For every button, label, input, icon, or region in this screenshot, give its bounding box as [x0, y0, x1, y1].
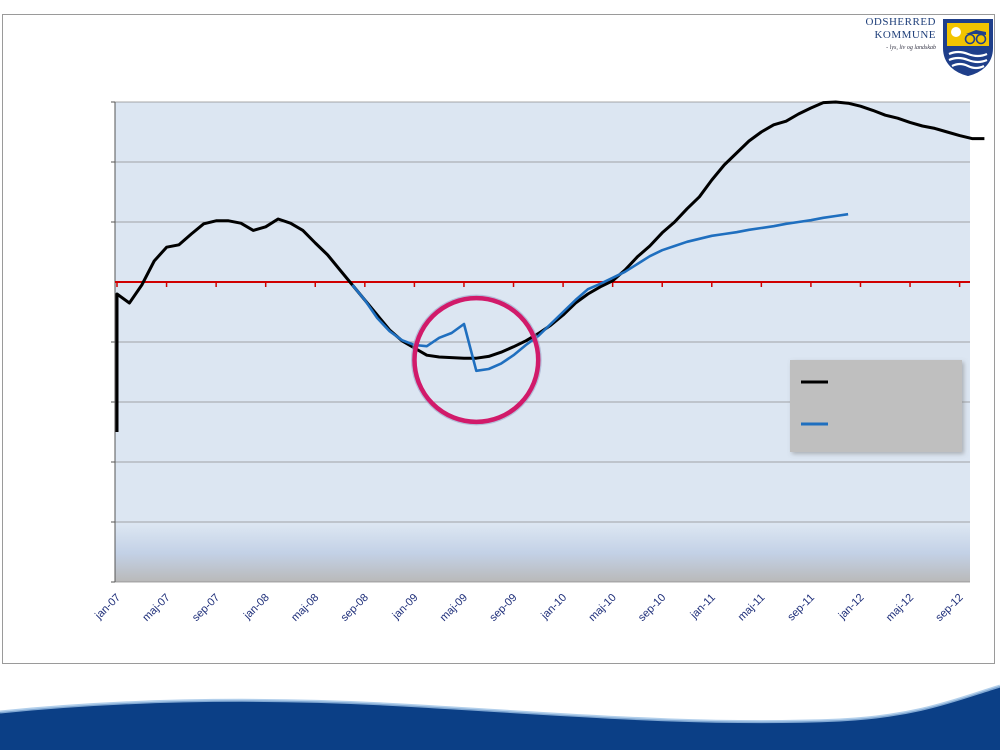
x-tick-label: maj-07 [140, 592, 172, 624]
x-tick-label: maj-12 [884, 592, 916, 624]
legend [790, 360, 962, 452]
x-tick-labels: jan-07 maj-07 sep-07 jan-08 maj-08 sep-08 jan-… [92, 592, 965, 624]
x-tick-label: sep-08 [339, 592, 371, 624]
logo-title-line2: KOMMUNE [874, 29, 936, 41]
x-tick-label: sep-09 [487, 592, 519, 624]
series-line-forecast [351, 212, 849, 373]
odsherred-kommune-logo: ODSHERRED KOMMUNE - lys, liv og landskab [862, 16, 998, 78]
x-tick-label: maj-09 [438, 592, 470, 624]
x-tick-label: sep-11 [785, 592, 817, 624]
annotation-layer [410, 294, 542, 426]
x-tick-label: maj-08 [289, 592, 321, 624]
shield-icon [943, 19, 993, 76]
x-tick-label: jan-11 [688, 592, 718, 622]
highlight-circle [412, 295, 541, 425]
x-tick-label: jan-08 [241, 592, 272, 623]
logo-tagline: - lys, liv og landskab [886, 45, 936, 51]
x-tick-label: jan-07 [92, 592, 123, 623]
x-tick-label: jan-09 [390, 592, 421, 623]
x-tick-label: maj-10 [587, 592, 619, 624]
zero-reference-line [115, 281, 970, 287]
x-tick-label: sep-07 [190, 592, 222, 624]
logo-title-line1: ODSHERRED [865, 16, 936, 28]
x-tick-label: jan-10 [538, 592, 569, 623]
gridlines [111, 101, 970, 583]
legend-box [790, 360, 962, 452]
x-tick-label: sep-12 [933, 592, 965, 624]
footer-wave [0, 684, 1000, 750]
x-tick-label: jan-12 [836, 592, 867, 623]
series-layer [115, 100, 985, 432]
x-tick-label: sep-10 [636, 592, 668, 624]
x-tick-label: maj-11 [736, 592, 768, 624]
